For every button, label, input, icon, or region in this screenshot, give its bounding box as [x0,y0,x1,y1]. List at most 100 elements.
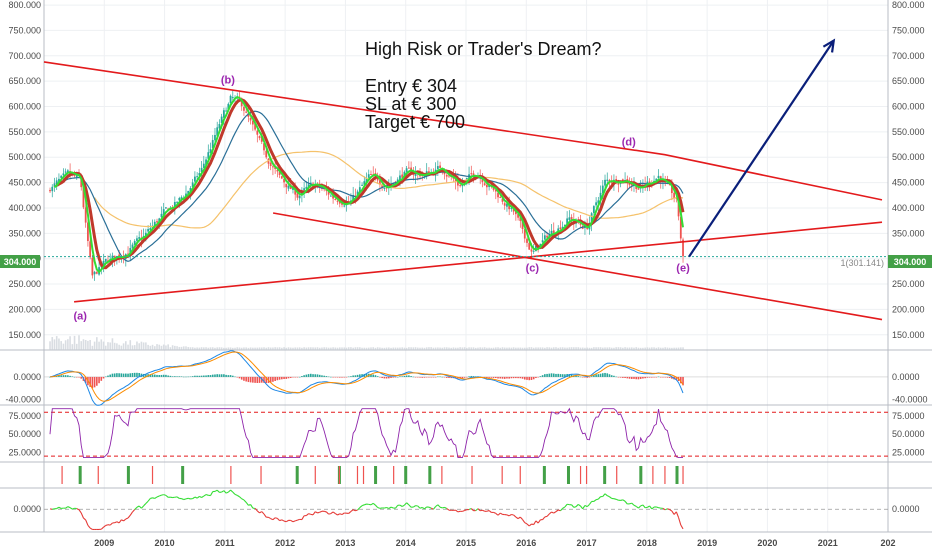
bear-signal-bar [441,466,442,484]
macd-histogram-bar [493,377,495,378]
macd-histogram-bar [513,377,515,378]
volume-bar [76,344,78,350]
volume-bar [593,347,595,350]
volume-bar [239,347,241,350]
candle-body [297,193,299,197]
bear-signal-bar [471,466,472,484]
macd-histogram-bar [635,377,637,379]
volume-bar [528,347,530,350]
volume-bar [540,347,542,350]
volume-bar [435,348,437,350]
candle-body [658,176,660,178]
volume-bar [174,346,176,350]
bear-signal-bar [580,466,581,484]
bear-signal-bar [652,466,653,484]
price-tick-right: 550.000 [892,127,925,137]
macd-histogram-bar [408,375,410,377]
macd-histogram-bar [337,377,339,378]
macd-histogram-bar [488,377,490,378]
volume-bar [511,348,513,350]
volume-bar [187,347,189,350]
volume-bar [618,347,620,350]
rsi-tick-right: 50.0000 [892,429,925,439]
volume-bar [257,348,259,350]
macd-histogram-bar [314,374,316,377]
bear-signal-bar [61,466,62,484]
volume-bar [417,348,419,350]
x-tick-label: 2009 [94,538,114,548]
volume-bar [520,348,522,350]
macd-histogram-bar [526,377,528,380]
macd-histogram-bar [406,375,408,376]
macd-histogram-bar [600,374,602,377]
macd-histogram-bar [196,376,198,377]
volume-bar [150,346,152,350]
volume-bar [667,348,669,350]
volume-bar [399,348,401,350]
osc-segment [295,520,297,521]
target-price-label: 1(301.141) [840,258,884,268]
price-tick-right: 600.000 [892,102,925,112]
candle-body [370,174,372,175]
candle-body [446,175,448,177]
bear-signal-bar [502,466,503,484]
volume-bar [502,347,504,350]
x-tick-label: 2013 [335,538,355,548]
volume-bar [259,347,261,350]
volume-bar [288,347,290,350]
price-tick-left: 150.000 [8,330,41,340]
volume-bar [388,347,390,350]
candle-body [156,221,158,222]
macd-histogram-bar [252,377,254,383]
volume-bar [495,347,497,350]
price-tick-right: 400.000 [892,203,925,213]
volume-bar [433,348,435,350]
macd-histogram-bar [535,377,537,378]
macd-histogram-bar [80,377,82,379]
volume-bar [355,347,357,350]
macd-histogram-bar [662,377,664,378]
volume-bar [535,347,537,350]
macd-histogram-bar [210,375,212,377]
osc-segment [150,498,152,499]
macd-histogram-bar [172,376,174,377]
macd-histogram-bar [497,377,499,379]
macd-histogram-bar [551,373,553,377]
candle-body [265,151,267,157]
macd-histogram-bar [390,377,392,378]
volume-bar [167,344,169,350]
x-tick-label: 2011 [215,538,235,548]
volume-bar [517,348,519,350]
macd-histogram-bar [187,377,189,378]
volume-bar [268,347,270,350]
macd-histogram-bar [192,376,194,377]
candle-body [330,196,332,197]
candle-body [299,196,301,199]
macd-histogram-bar [428,377,430,378]
candle-body [383,188,385,189]
macd-histogram-bar [555,374,557,377]
candle-body [281,176,283,178]
macd-histogram-bar [65,375,67,377]
macd-histogram-bar [544,374,546,377]
bear-signal-bar [616,466,617,484]
x-tick-label: 2021 [818,538,838,548]
volume-bar [248,348,250,350]
macd-histogram-bar [392,377,394,378]
macd-histogram-bar [546,374,548,377]
macd-histogram-bar [433,377,435,378]
macd-histogram-bar [442,377,444,378]
volume-bar [419,348,421,350]
macd-histogram-bar [655,377,657,378]
volume-bar [506,348,508,350]
macd-histogram-bar [664,377,666,378]
macd-histogram-bar [176,376,178,377]
volume-bar [299,347,301,350]
macd-histogram-bar [355,375,357,377]
volume-bar [662,348,664,350]
volume-bar [92,346,94,350]
macd-histogram-bar [508,377,510,379]
macd-histogram-bar [109,375,111,377]
macd-histogram-bar [174,376,176,377]
